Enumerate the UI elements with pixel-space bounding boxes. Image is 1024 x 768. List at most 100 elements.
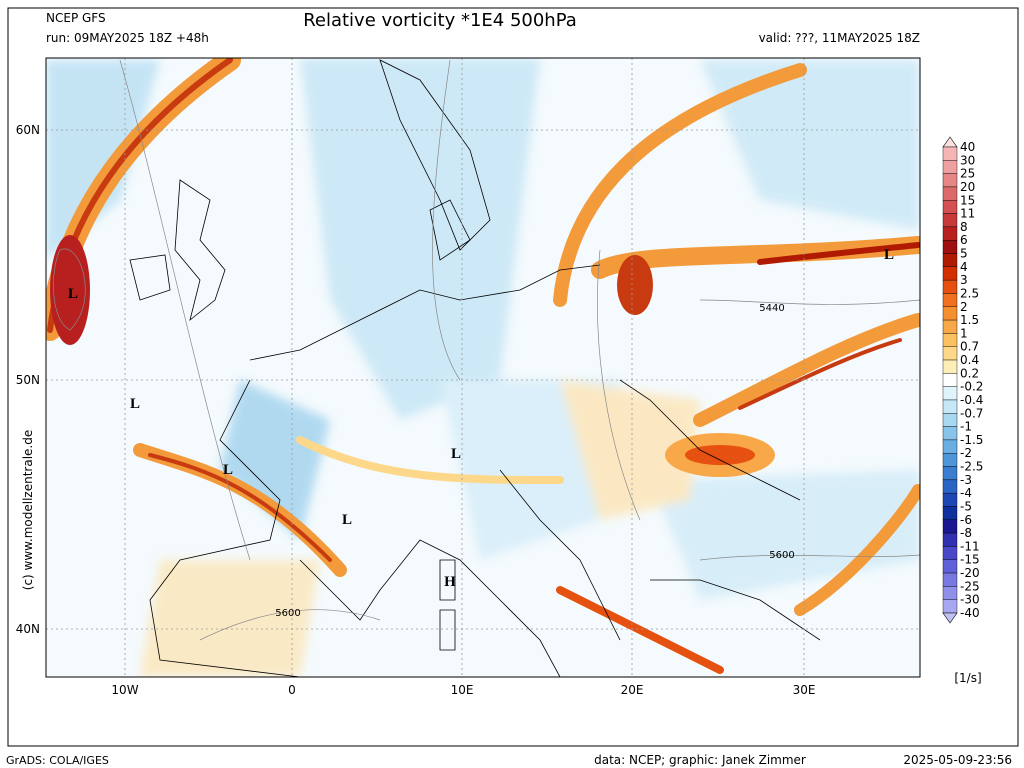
colorbar-box [942,506,958,521]
colorbar-box [942,200,958,214]
map-border [45,57,921,678]
colorbar-label: -40 [960,606,980,620]
run: run: 09MAY2025 18Z +48h [46,31,209,45]
low-label: L [223,462,233,478]
colorbar-label: 15 [960,193,975,207]
colorbar-label: 40 [960,140,975,154]
map [46,58,920,677]
lon-label: 0 [288,683,296,697]
low-label: L [130,396,140,412]
colorbar-label: 30 [960,153,975,167]
colorbar-label: -2.5 [960,460,983,474]
low-label: L [451,446,461,462]
colorbar-label: 2 [960,300,968,314]
colorbar-label: 25 [960,167,975,181]
colorbar-box [942,146,958,161]
colorbar-label: 20 [960,180,975,194]
colorbar-box [942,479,958,494]
colorbar-box [942,279,958,294]
colorbar-label: -11 [960,539,980,553]
lon-label: 10E [451,683,474,697]
colorbar-label: 6 [960,233,968,247]
footer-right: 2025-05-09-23:56 [903,753,1012,767]
colorbar-box [942,239,958,254]
colorbar-label: -2 [960,446,972,460]
colorbar-box [942,346,958,361]
high-label: H [444,574,456,590]
colorbar-cap [942,612,958,624]
lon-label: 30E [793,683,816,697]
lat-label: 60N [16,123,40,137]
colorbar-box [942,599,958,614]
colorbar-label: 3 [960,273,968,287]
frame [7,7,1019,747]
contour-label: 5600 [275,608,300,619]
colorbar-label: -8 [960,526,972,540]
colorbar-label: -4 [960,486,972,500]
colorbar-box [942,386,958,401]
colorbar-box [942,266,958,281]
colorbar-label: 11 [960,207,975,221]
lat-label: 40N [16,622,40,636]
colorbar-label: -20 [960,566,980,580]
colorbar-label: 1.5 [960,313,979,327]
colorbar-label: 1 [960,326,968,340]
colorbar-label: -25 [960,579,980,593]
colorbar-box [942,532,958,547]
colorbar-box [942,413,958,427]
colorbar-box [942,306,958,321]
footer-left: GrADS: COLA/IGES [6,754,109,767]
colorbar-box [942,492,958,507]
colorbar-box [942,293,958,307]
colorbar-box [942,160,958,174]
colorbar-box [942,213,958,228]
colorbar-label: 0.2 [960,366,979,380]
colorbar-box [942,439,958,454]
colorbar-unit: [1/s] [954,671,981,685]
colorbar-label: -1.5 [960,433,983,447]
colorbar-label: 5 [960,247,968,261]
colorbar-box [942,586,958,600]
colorbar-label: 4 [960,260,968,274]
colorbar-box [942,426,958,441]
colorbar-label: -0.4 [960,393,983,407]
colorbar-box [942,466,958,481]
colorbar-label: 8 [960,220,968,234]
colorbar-box [942,559,958,574]
colorbar-label: 0.4 [960,353,979,367]
contour-label: 5600 [769,550,794,561]
title: Relative vorticity *1E4 500hPa [303,10,577,31]
colorbar-label: -0.7 [960,406,983,420]
colorbar-label: 2.5 [960,286,979,300]
copyright: (c) www.modellzentrale.de [21,430,35,590]
contour-label: 5440 [759,303,784,314]
colorbar-box [942,399,958,414]
colorbar-box [942,173,958,188]
colorbar-cap [942,136,958,148]
colorbar-box [942,319,958,334]
model: NCEP GFS [46,11,106,25]
lon-label: 20E [621,683,644,697]
colorbar-label: -5 [960,499,972,513]
colorbar-box [942,546,958,560]
valid: valid: ???, 11MAY2025 18Z [759,31,920,45]
colorbar-label: -3 [960,473,972,487]
colorbar-label: 0.7 [960,340,979,354]
colorbar-box [942,453,958,467]
low-label: L [68,286,78,302]
lon-label: 10W [111,683,138,697]
lat-label: 50N [16,373,40,387]
footer-center: data: NCEP; graphic: Janek Zimmer [594,753,806,767]
colorbar-box [942,226,958,241]
low-label: L [342,512,352,528]
colorbar-box [942,253,958,268]
colorbar-label: -1 [960,420,972,434]
colorbar-box [942,186,958,201]
low-label: L [884,247,894,263]
colorbar: 403025201511865432.521.510.70.40.2-0.2-0… [942,136,983,624]
colorbar-label: -0.2 [960,380,983,394]
colorbar-box [942,572,958,587]
colorbar-box [942,373,958,387]
colorbar-label: -6 [960,513,972,527]
